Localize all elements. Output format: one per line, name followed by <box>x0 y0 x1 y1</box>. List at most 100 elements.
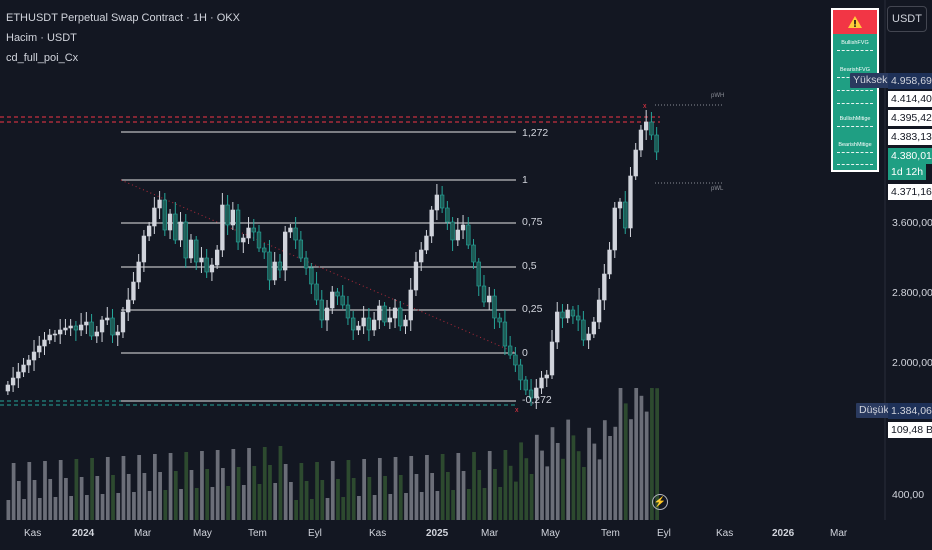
volume-bar <box>529 474 534 520</box>
time-axis-label: Kas <box>369 528 387 539</box>
volume-bar <box>32 480 37 520</box>
volume-bar <box>299 463 304 520</box>
volume-bar <box>22 499 26 520</box>
volume-bar <box>179 489 183 520</box>
volume-bar <box>16 481 21 520</box>
candle-body <box>586 333 591 341</box>
volume-bar <box>498 487 503 520</box>
panel-row-bearish-mitige: BearishMitige <box>838 142 872 148</box>
volume-bar <box>398 475 403 520</box>
currency-button[interactable]: USDT <box>887 6 927 32</box>
candle-body <box>403 319 408 327</box>
candle-body <box>439 194 445 209</box>
volume-bar <box>236 467 241 520</box>
volume-bar <box>508 465 513 520</box>
candle-body <box>628 175 633 229</box>
volume-bar <box>325 498 330 520</box>
volume-bar <box>383 476 387 520</box>
volume-bar <box>121 456 126 520</box>
volume-bar <box>69 496 74 520</box>
candle-body <box>267 251 272 281</box>
indicator-legend[interactable]: cd_full_poi_Cx <box>6 52 79 64</box>
candle-body <box>387 317 392 323</box>
time-axis-label: Mar <box>134 528 152 539</box>
candle-body <box>146 225 152 237</box>
volume-legend[interactable]: Hacim · USDT <box>6 32 77 44</box>
volume-bar <box>435 491 440 520</box>
volume-bar <box>613 426 618 520</box>
volume-bar <box>644 411 649 520</box>
candle-body <box>649 121 654 136</box>
time-axis-label: Tem <box>601 528 620 539</box>
volume-bar <box>64 478 68 520</box>
volume-bar <box>100 494 105 520</box>
candle-body <box>507 345 513 356</box>
candle-body <box>513 354 518 366</box>
candle-body <box>497 317 502 323</box>
candle-body <box>282 231 288 271</box>
volume-bar <box>346 460 351 520</box>
volume-bar <box>514 481 518 520</box>
volume-bar <box>639 395 644 520</box>
volume-bar <box>194 488 199 520</box>
candle-body <box>413 261 419 291</box>
candle-body <box>607 249 612 275</box>
candle-body <box>523 379 529 391</box>
volume-bar <box>268 465 272 520</box>
candle-body <box>371 319 377 331</box>
price-tag-4: 4.371,16 <box>888 184 932 200</box>
candle-body <box>644 121 649 131</box>
candle-body <box>392 307 398 319</box>
volume-bar <box>597 459 602 520</box>
candle-body <box>199 257 204 263</box>
chart-title: ETHUSDT Perpetual Swap Contract · 1H · O… <box>6 12 240 24</box>
volume-bar <box>158 472 162 520</box>
volume-bar <box>320 480 325 520</box>
volume-bar <box>184 452 189 520</box>
candle-body <box>256 231 262 249</box>
candle-body <box>408 289 413 321</box>
high-label-tag: Yüksek <box>850 73 891 88</box>
time-axis-label: 2026 <box>772 528 795 539</box>
volume-bar <box>53 497 58 520</box>
candle-body <box>26 359 31 366</box>
candle-body <box>220 204 225 251</box>
volume-bar <box>116 493 121 520</box>
candle-body <box>581 319 586 341</box>
candle-body <box>204 257 209 273</box>
candle-body <box>251 227 256 233</box>
time-axis-label: 2024 <box>72 528 95 539</box>
pwl-label: pWL <box>711 186 724 192</box>
volume-bar <box>587 427 591 520</box>
volume-bar <box>168 453 173 520</box>
candle-body <box>194 239 199 263</box>
pwh-label: pWH <box>711 93 725 99</box>
volume-bar <box>362 459 367 520</box>
fib-level-label: 0,75 <box>522 216 543 228</box>
candle-body <box>188 239 194 259</box>
low-label-tag: Düşük <box>856 403 892 418</box>
candle-body <box>492 295 497 319</box>
candle-body <box>68 325 73 329</box>
low-marker: x <box>515 407 519 414</box>
volume-bar <box>221 468 225 520</box>
candle-body <box>31 351 37 361</box>
candle-body <box>565 309 570 319</box>
flash-icon[interactable]: ⚡ <box>652 494 668 510</box>
candle-body <box>335 291 340 297</box>
candle-body <box>476 261 481 287</box>
volume-bar <box>48 479 53 520</box>
candle-body <box>487 295 492 303</box>
countdown-tag: 1d 12h <box>888 164 927 180</box>
volume-bar <box>43 461 47 520</box>
candle-body <box>167 213 173 231</box>
time-axis-label: Kas <box>716 528 734 539</box>
volume-bar <box>152 454 157 520</box>
price-axis-label: 2.000,00 <box>892 357 932 369</box>
candle-body <box>225 204 230 226</box>
candle-body <box>99 319 105 333</box>
panel-row-bullish-mitige: BullishMitige <box>839 116 871 122</box>
volume-bar <box>629 419 633 520</box>
candle-body <box>460 224 466 231</box>
